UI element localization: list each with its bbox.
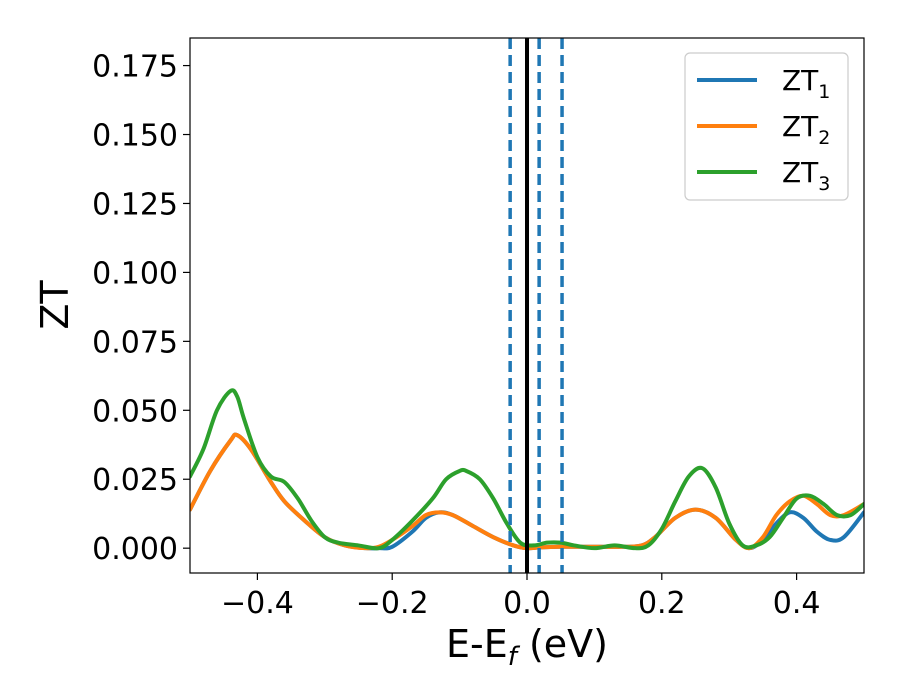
legend-label-main: ZT <box>782 156 819 189</box>
y-tick-label: 0.025 <box>92 463 178 498</box>
y-tick-label: 0.100 <box>92 256 178 291</box>
y-ticks: 0.000 0.025 0.050 0.075 0.100 0.125 0.150 0.175 <box>92 50 190 567</box>
x-axis-title-main: E-E <box>446 622 508 666</box>
y-tick-label: 0.175 <box>92 50 178 85</box>
x-tick-label: 0.2 <box>638 586 686 621</box>
x-axis-title-suffix: (eV) <box>517 622 608 666</box>
y-tick-label: 0.125 <box>92 187 178 222</box>
legend-label-2: ZT2 <box>782 110 830 149</box>
x-tick-label: −0.2 <box>356 586 429 621</box>
legend-label-sub: 2 <box>818 127 830 149</box>
legend-label-main: ZT <box>782 110 819 143</box>
y-axis-title: ZT <box>33 280 77 330</box>
x-ticks: −0.4 −0.2 0.0 0.2 0.4 <box>221 573 820 621</box>
series-line-3 <box>190 388 864 551</box>
legend-label-sub: 3 <box>818 173 830 195</box>
x-tick-label: −0.4 <box>221 586 294 621</box>
x-tick-label: 0.4 <box>773 586 821 621</box>
y-tick-label: 0.150 <box>92 119 178 154</box>
y-tick-label: 0.000 <box>92 532 178 567</box>
y-tick-label: 0.050 <box>92 394 178 429</box>
x-axis-title: E-Ef (eV) <box>446 622 608 672</box>
legend-label-3: ZT3 <box>782 156 830 195</box>
vertical-lines <box>508 38 564 573</box>
legend-label-main: ZT <box>782 64 819 97</box>
legend-label-1: ZT1 <box>782 64 830 103</box>
legend-box <box>684 52 849 201</box>
x-tick-label: 0.0 <box>503 586 551 621</box>
legend-label-sub: 1 <box>818 81 830 103</box>
y-tick-label: 0.075 <box>92 325 178 360</box>
